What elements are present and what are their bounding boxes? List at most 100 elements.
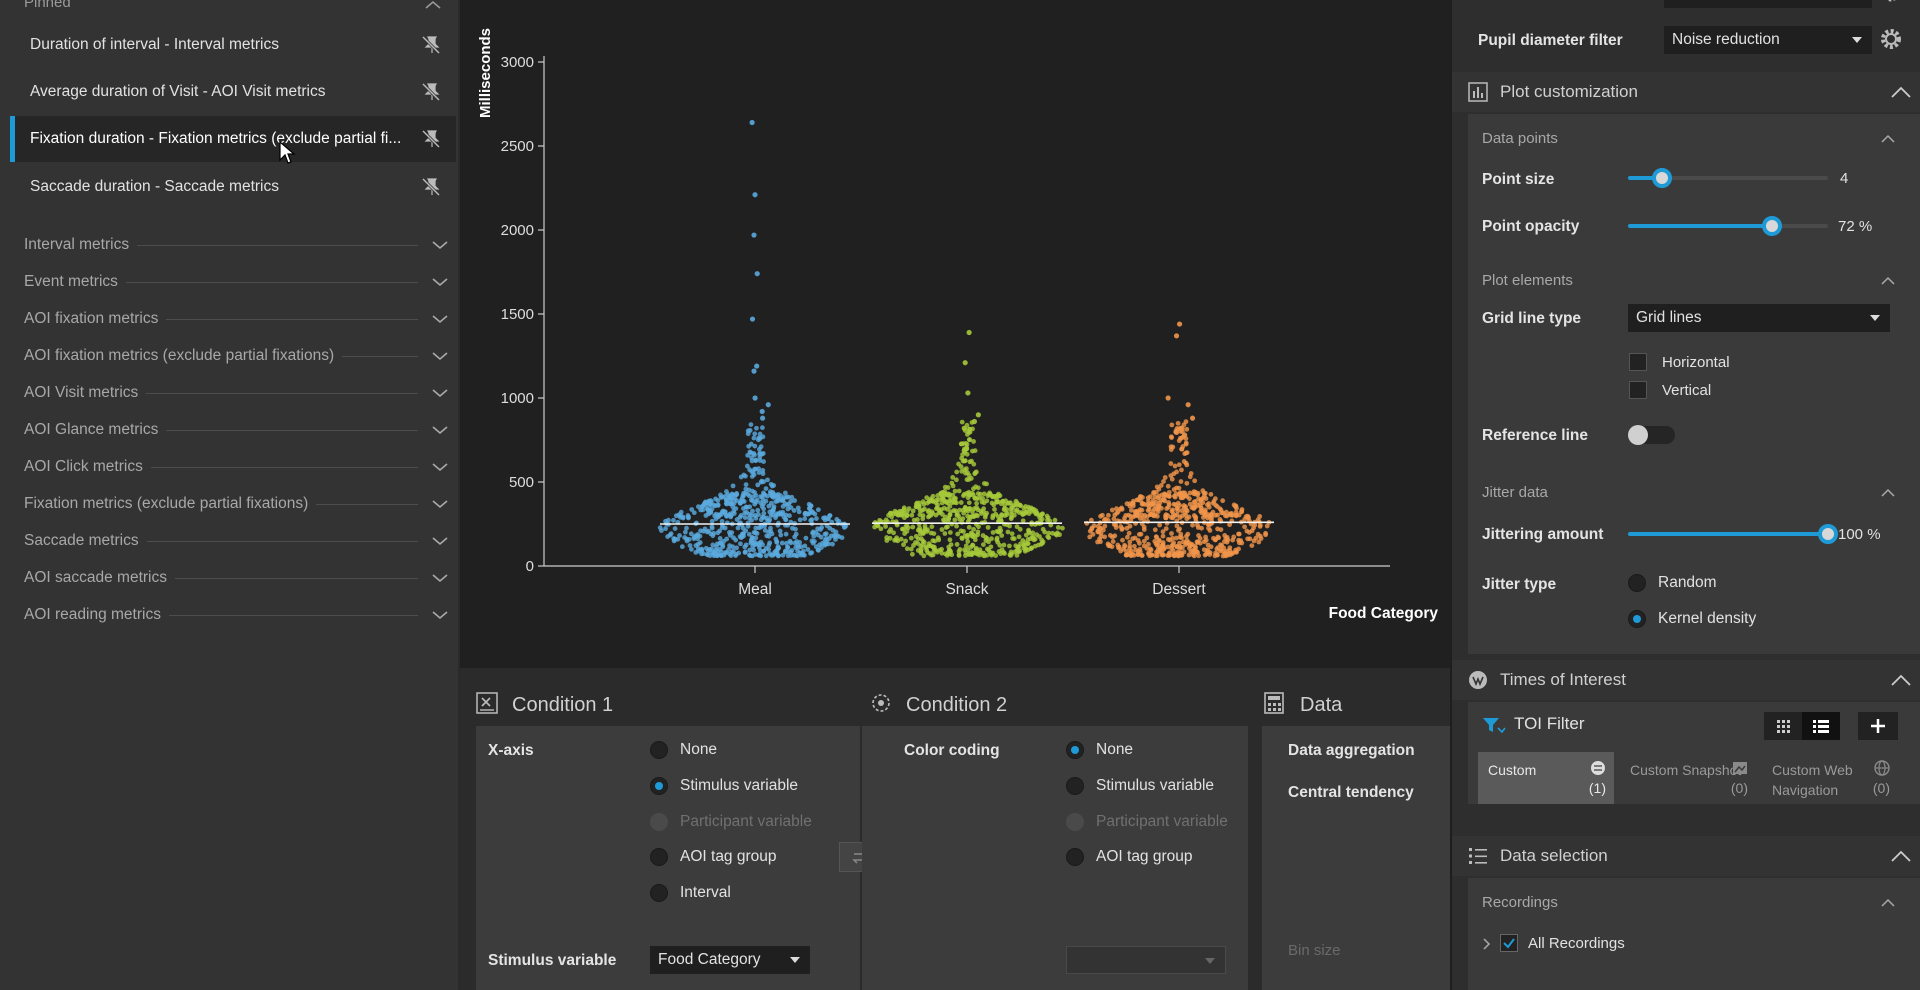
metric-category[interactable]: Saccade metrics — [24, 528, 448, 554]
data-point — [981, 491, 987, 497]
gear-icon[interactable] — [1878, 26, 1904, 52]
data-point — [1176, 462, 1182, 468]
chevron-up-icon[interactable] — [424, 0, 442, 10]
data-point — [1263, 532, 1268, 538]
radio-none[interactable]: None — [650, 741, 717, 759]
data-point — [1098, 525, 1104, 531]
chevron-up-icon[interactable] — [1880, 898, 1896, 908]
data-point — [738, 541, 743, 547]
data-point — [763, 486, 769, 492]
grid-line-type-dropdown[interactable]: Grid lines — [1628, 304, 1890, 332]
point-opacity-slider[interactable] — [1628, 216, 1828, 236]
radio-stimulus-variable[interactable]: Stimulus variable — [650, 777, 798, 795]
chevron-up-icon[interactable] — [1880, 488, 1896, 498]
vertical-checkbox[interactable] — [1629, 381, 1647, 399]
chevron-down-icon[interactable] — [432, 462, 448, 472]
chevron-down-icon[interactable] — [432, 314, 448, 324]
radio-kernel-density[interactable]: Kernel density — [1628, 610, 1756, 628]
radio-random[interactable]: Random — [1628, 574, 1717, 592]
data-point — [823, 531, 829, 537]
metric-category[interactable]: AOI Glance metrics — [24, 417, 448, 443]
chevron-up-icon[interactable] — [1880, 134, 1896, 144]
data-point — [1019, 510, 1025, 515]
outlier-point — [1173, 333, 1180, 339]
chevron-up-icon[interactable] — [1890, 850, 1912, 862]
radio-stimulus-variable[interactable]: Stimulus variable — [1066, 777, 1214, 795]
metric-category[interactable]: AOI fixation metrics — [24, 306, 448, 332]
chevron-down-icon[interactable] — [432, 499, 448, 509]
data-point — [695, 532, 701, 537]
metric-category[interactable]: Interval metrics — [24, 232, 448, 258]
add-toi-button[interactable] — [1858, 712, 1898, 740]
data-point — [691, 510, 697, 516]
chevron-down-icon[interactable] — [432, 240, 448, 250]
data-point — [800, 552, 806, 558]
plot-customization-header[interactable]: Plot customization — [1452, 72, 1920, 112]
radio-interval[interactable]: Interval — [650, 884, 731, 902]
chevron-up-icon[interactable] — [1880, 276, 1896, 286]
chevron-down-icon[interactable] — [432, 610, 448, 620]
chevron-down-icon[interactable] — [432, 573, 448, 583]
stimulus-variable-dropdown[interactable]: Food Category — [650, 946, 810, 974]
all-recordings-checkbox[interactable] — [1500, 934, 1518, 952]
pinned-item[interactable]: Duration of interval - Interval metrics — [10, 22, 456, 68]
slider-knob[interactable] — [1762, 216, 1782, 236]
chevron-down-icon[interactable] — [432, 425, 448, 435]
horizontal-checkbox[interactable] — [1629, 353, 1647, 371]
metric-category[interactable]: Event metrics — [24, 269, 448, 295]
toi-snapshot-button[interactable]: Custom Snapshot (0) — [1620, 752, 1756, 804]
unpin-icon[interactable] — [420, 176, 442, 198]
pinned-item-selected[interactable]: Fixation duration - Fixation metrics (ex… — [10, 116, 456, 162]
data-point — [714, 553, 720, 559]
jittering-amount-slider[interactable] — [1628, 524, 1838, 544]
data-point — [884, 535, 890, 540]
slider-knob[interactable] — [1652, 168, 1672, 188]
list-view-button[interactable] — [1802, 712, 1840, 740]
toi-custom-button[interactable]: Custom (1) — [1478, 752, 1614, 804]
data-point — [950, 475, 956, 480]
chevron-up-icon[interactable] — [1890, 86, 1912, 98]
data-point — [946, 493, 952, 499]
pupil-filter-dropdown[interactable]: Noise reduction — [1664, 26, 1872, 54]
pinned-item[interactable]: Saccade duration - Saccade metrics — [10, 164, 456, 210]
pinned-item[interactable]: Average duration of Visit - AOI Visit me… — [10, 69, 456, 115]
toi-web-button[interactable]: Custom Web Navigation (0) — [1762, 752, 1898, 804]
data-point — [959, 468, 965, 474]
radio-none[interactable]: None — [1066, 741, 1133, 759]
metric-category[interactable]: AOI saccade metrics — [24, 565, 448, 591]
radio-aoi-tag-group[interactable]: AOI tag group — [650, 848, 777, 866]
data-point — [985, 524, 991, 530]
data-point — [1183, 507, 1189, 513]
data-point — [1171, 501, 1177, 507]
data-selection-header[interactable]: Data selection — [1452, 836, 1920, 876]
expand-arrow-icon[interactable] — [1482, 938, 1492, 950]
reference-line-toggle[interactable] — [1628, 425, 1675, 445]
metric-category[interactable]: AOI fixation metrics (exclude partial fi… — [24, 343, 448, 369]
unpin-icon[interactable] — [420, 34, 442, 56]
slider-knob[interactable] — [1818, 524, 1838, 544]
data-point — [1166, 489, 1172, 495]
top-dropdown[interactable] — [1664, 0, 1872, 8]
data-point — [1060, 525, 1065, 531]
metric-category[interactable]: Fixation metrics (exclude partial fixati… — [24, 491, 448, 517]
gear-icon[interactable] — [1880, 0, 1902, 6]
chevron-down-icon[interactable] — [432, 351, 448, 361]
data-point — [1220, 498, 1226, 504]
unpin-icon[interactable] — [420, 128, 442, 150]
point-size-slider[interactable] — [1628, 168, 1828, 188]
metric-category-label: AOI saccade metrics — [24, 569, 167, 586]
chevron-up-icon[interactable] — [1890, 674, 1912, 686]
metric-category[interactable]: AOI reading metrics — [24, 602, 448, 628]
metric-category[interactable]: AOI Click metrics — [24, 454, 448, 480]
unpin-icon[interactable] — [420, 81, 442, 103]
data-point — [836, 518, 842, 524]
times-of-interest-header[interactable]: Times of Interest — [1452, 660, 1920, 700]
data-point — [971, 439, 976, 444]
grid-view-button[interactable] — [1764, 712, 1802, 740]
chevron-down-icon[interactable] — [432, 536, 448, 546]
radio-aoi-tag-group[interactable]: AOI tag group — [1066, 848, 1193, 866]
data-point — [1088, 517, 1094, 523]
metric-category[interactable]: AOI Visit metrics — [24, 380, 448, 406]
chevron-down-icon[interactable] — [432, 388, 448, 398]
chevron-down-icon[interactable] — [432, 277, 448, 287]
